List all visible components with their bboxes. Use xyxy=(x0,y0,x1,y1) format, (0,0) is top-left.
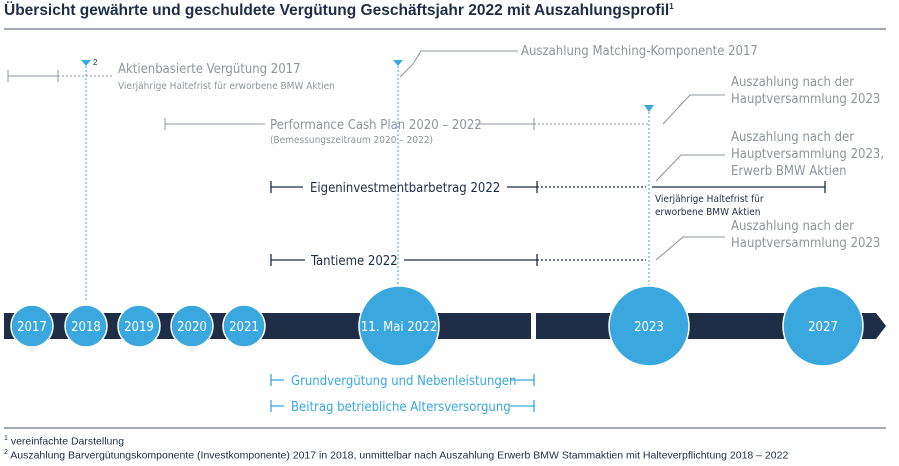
aktien-sublabel: Vierjährige Haltefrist für erworbene BMW… xyxy=(118,81,335,92)
beitrag-label: Beitrag betriebliche Altersversorgung xyxy=(291,400,511,415)
page-title: Übersicht gewährte und geschuldete Vergü… xyxy=(4,2,674,20)
pcp-label: Performance Cash Plan 2020 – 2022 xyxy=(270,118,482,133)
footnote-2-mark: 2 xyxy=(4,449,8,456)
year-circles xyxy=(10,285,864,367)
eigen-holding-line1: Vierjährige Haltefrist für xyxy=(655,194,764,205)
year-label-2027: 2027 xyxy=(808,320,838,335)
marker-triangle-2023 xyxy=(644,105,654,112)
footnote-1-text: vereinfachte Darstellung xyxy=(10,435,125,448)
pcp-sublabel: (Bemessungszeitraum 2020 – 2022) xyxy=(270,135,433,146)
eigen-payout-line1: Auszahlung nach der xyxy=(731,130,854,145)
pcp-payout-line2: Hauptversammlung 2023 xyxy=(731,92,880,107)
title-text: Übersicht gewährte und geschuldete Vergü… xyxy=(4,2,670,20)
aktien-label: Aktienbasierte Vergütung 2017 xyxy=(118,62,301,77)
marker-footnote-2: 2 xyxy=(93,58,98,67)
pcp-leader xyxy=(662,94,725,125)
tantieme-payout-line1: Auszahlung nach der xyxy=(731,219,854,234)
year-label-2019: 2019 xyxy=(124,320,154,335)
year-circle-2018 xyxy=(64,304,108,348)
tantieme-payout-line2: Hauptversammlung 2023 xyxy=(731,236,880,251)
year-label-2023: 2023 xyxy=(634,320,664,335)
year-circle-2017 xyxy=(10,304,54,348)
tantieme-leader xyxy=(655,236,725,261)
footnote-2-text: Auszahlung Barvergütungskomponente (Inve… xyxy=(10,449,789,462)
year-circle-2021 xyxy=(222,304,266,348)
year-circle-2027 xyxy=(782,285,864,367)
marker-triangle-2022 xyxy=(393,60,403,66)
pcp-payout-line1: Auszahlung nach der xyxy=(731,75,854,90)
title-footnote-mark: 1 xyxy=(669,2,674,11)
matching-label: Auszahlung Matching-Komponente 2017 xyxy=(521,44,758,59)
year-label-2018: 2018 xyxy=(71,320,101,335)
year-label-2021: 2021 xyxy=(229,320,259,335)
year-label-2017: 2017 xyxy=(17,320,47,335)
year-circle-2023 xyxy=(608,285,690,367)
footnote-1: 1 vereinfachte Darstellung xyxy=(4,435,124,448)
footnote-1-mark: 1 xyxy=(4,435,8,442)
eigen-label: Eigeninvestmentbarbetrag 2022 xyxy=(310,181,500,196)
year-circle-2022 xyxy=(358,285,440,367)
matching-leader xyxy=(399,50,518,78)
year-label-2020: 2020 xyxy=(177,320,207,335)
eigen-payout-line3: Erwerb BMW Aktien xyxy=(731,164,847,179)
eigen-leader xyxy=(655,154,725,182)
eigen-holding-line2: erworbene BMW Aktien xyxy=(655,207,760,218)
marker-triangle-2018 xyxy=(81,60,91,66)
year-label-2022: 11. Mai 2022 xyxy=(361,320,437,335)
footnote-2: 2 Auszahlung Barvergütungskomponente (In… xyxy=(4,449,788,462)
year-circle-2020 xyxy=(170,304,214,348)
year-circle-2019 xyxy=(117,304,161,348)
eigen-payout-line2: Hauptversammlung 2023, xyxy=(731,147,884,162)
tantieme-label: Tantieme 2022 xyxy=(310,254,398,269)
grund-label: Grundvergütung und Nebenleistungen xyxy=(291,374,516,389)
